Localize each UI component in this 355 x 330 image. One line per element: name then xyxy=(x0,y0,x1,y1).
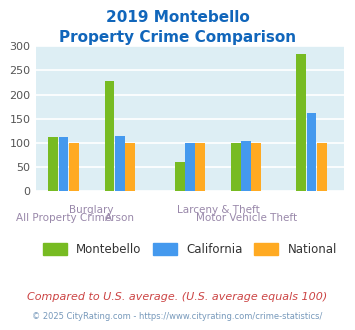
Text: Compared to U.S. average. (U.S. average equals 100): Compared to U.S. average. (U.S. average … xyxy=(27,292,328,302)
Text: Motor Vehicle Theft: Motor Vehicle Theft xyxy=(196,213,297,223)
Bar xyxy=(104,81,114,191)
Bar xyxy=(241,141,251,191)
Bar xyxy=(307,113,317,191)
Text: Larceny & Theft: Larceny & Theft xyxy=(177,205,260,215)
Bar xyxy=(317,143,327,191)
Bar xyxy=(231,143,241,191)
Bar xyxy=(296,54,306,191)
Bar xyxy=(59,137,69,191)
Bar xyxy=(195,143,205,191)
Text: © 2025 CityRating.com - https://www.cityrating.com/crime-statistics/: © 2025 CityRating.com - https://www.city… xyxy=(32,312,323,321)
Text: Arson: Arson xyxy=(105,213,135,223)
Bar xyxy=(69,143,79,191)
Bar xyxy=(175,162,185,191)
Bar xyxy=(251,143,261,191)
Text: Property Crime Comparison: Property Crime Comparison xyxy=(59,30,296,45)
Bar xyxy=(185,143,195,191)
Legend: Montebello, California, National: Montebello, California, National xyxy=(38,239,342,261)
Text: All Property Crime: All Property Crime xyxy=(16,213,111,223)
Bar xyxy=(48,137,58,191)
Text: Burglary: Burglary xyxy=(70,205,114,215)
Bar xyxy=(125,143,135,191)
Bar xyxy=(115,136,125,191)
Text: 2019 Montebello: 2019 Montebello xyxy=(106,10,249,25)
